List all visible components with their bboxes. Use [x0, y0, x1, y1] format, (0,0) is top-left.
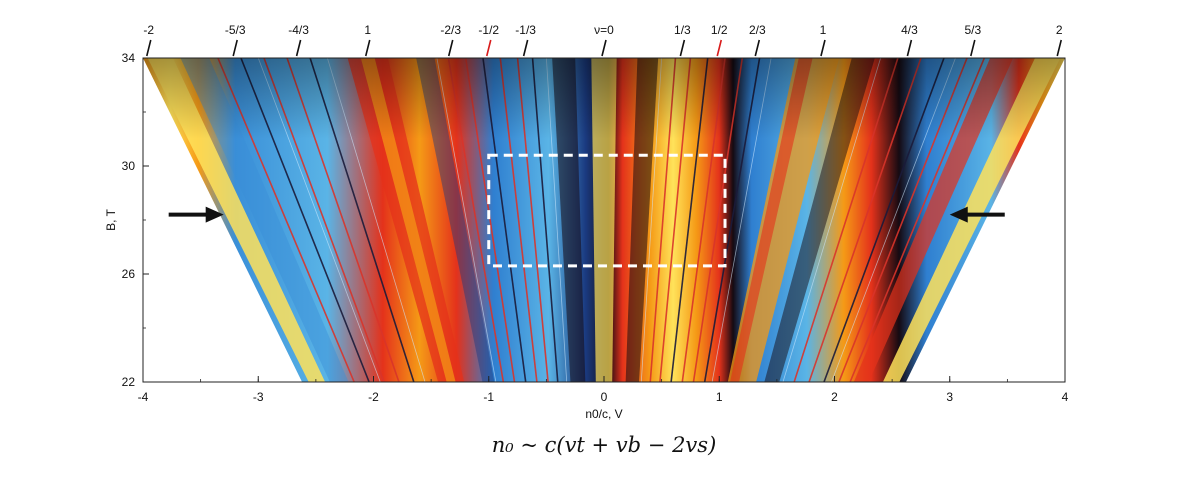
filling-factor-label: 4/3 [901, 23, 918, 37]
arrow-head [205, 206, 224, 223]
x-tick-label: 1 [716, 390, 723, 404]
filling-factor-tick [485, 39, 492, 57]
filling-factor-label: 5/3 [964, 23, 981, 37]
filling-factor-tick [364, 39, 371, 57]
filling-factor-tick [447, 39, 454, 57]
filling-factor-label: -4/3 [288, 23, 309, 37]
heatmap-top-shade [143, 58, 1065, 382]
filling-factor-tick [754, 39, 761, 57]
filling-factor-tick [679, 39, 686, 57]
x-tick-label: -3 [253, 390, 264, 404]
x-tick-label: -4 [138, 390, 149, 404]
filling-factor-tick [970, 39, 976, 57]
filling-factor-tick [232, 39, 238, 57]
filling-factor-tick [145, 39, 152, 57]
x-tick-label: 2 [831, 390, 838, 404]
heatmap-area [143, 58, 1065, 382]
filling-factor-label: -1/3 [515, 23, 536, 37]
filling-factor-label: -5/3 [225, 23, 246, 37]
filling-factor-tick [820, 39, 826, 57]
filling-factor-label: -1/2 [478, 23, 499, 37]
filling-factor-label: -2 [143, 23, 154, 37]
arrow-left-pointing-right [168, 206, 224, 223]
filling-factor-tick [295, 39, 302, 57]
y-tick-label: 30 [122, 159, 136, 173]
x-tick-label: -2 [368, 390, 379, 404]
highlight-box [487, 153, 727, 268]
x-axis-label: n0/c, V [585, 407, 622, 421]
filling-factor-markers: -2 -5/3 -4/3 1 -2/3 -1/2 -1/3 ν=0 1/3 1/2 2/3 1 4/3 5… [143, 23, 1063, 57]
filling-factor-tick [522, 39, 529, 57]
y-tick-label: 26 [122, 267, 136, 281]
filling-factor-tick [601, 39, 607, 57]
formula-caption: n₀ ~ c(vt + vb − 2vs) [492, 433, 717, 457]
x-tick-label: 4 [1062, 390, 1069, 404]
x-tick-label: -1 [483, 390, 494, 404]
filling-factor-label: ν=0 [594, 23, 614, 37]
filling-factor-tick [906, 39, 913, 57]
filling-factor-label: 1/3 [674, 23, 691, 37]
filling-factor-label: 1 [364, 23, 371, 37]
arrow-head [949, 206, 968, 223]
arrow-right-pointing-left [949, 206, 1005, 223]
filling-factor-tick [1056, 39, 1063, 57]
y-tick-label: 22 [122, 375, 136, 389]
y-tick-label: 34 [122, 51, 136, 65]
filling-factor-label: 1/2 [711, 23, 728, 37]
filling-factor-label: -2/3 [440, 23, 461, 37]
filling-factor-label: 2/3 [749, 23, 766, 37]
filling-factor-label: 1 [820, 23, 827, 37]
y-axis-label: B, T [104, 208, 118, 230]
filling-factor-label: 2 [1056, 23, 1063, 37]
x-tick-label: 3 [946, 390, 953, 404]
x-tick-label: 0 [601, 390, 608, 404]
filling-factor-tick [716, 39, 723, 57]
